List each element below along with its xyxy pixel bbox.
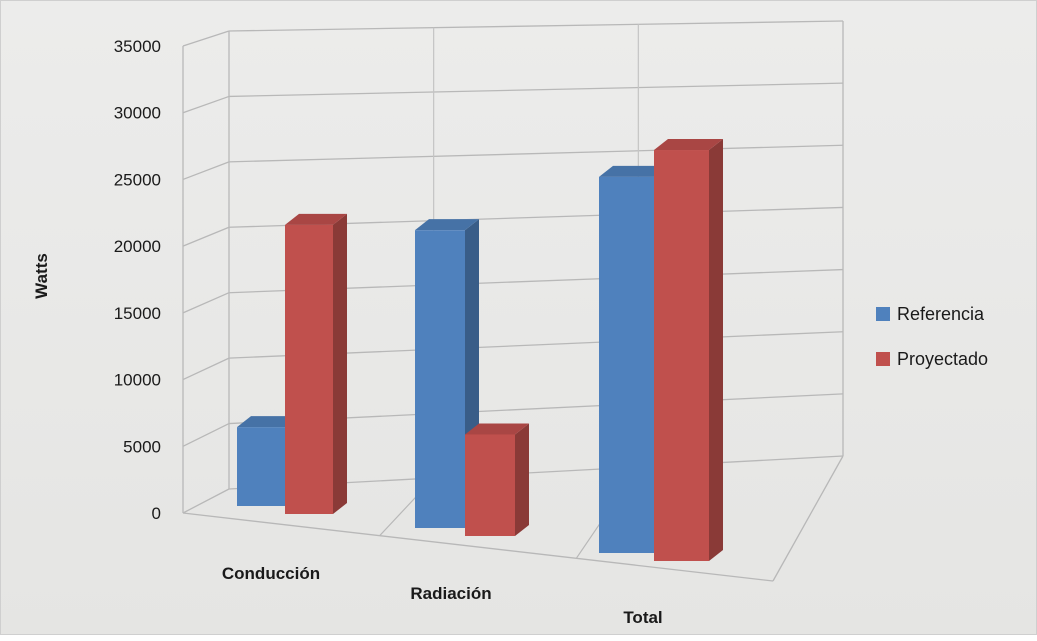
- bar-layer: [237, 139, 723, 561]
- legend-item: Proyectado: [876, 349, 988, 369]
- bar-top: [599, 165, 668, 177]
- side-gridline: [182, 30, 230, 47]
- side-gridline: [182, 292, 230, 314]
- bar-side: [333, 213, 347, 514]
- category-layer: Conducción Radiación Total: [222, 564, 663, 627]
- y-tick-label: 30000: [114, 104, 161, 123]
- legend-item: Referencia: [876, 304, 985, 324]
- legend-label: Referencia: [897, 304, 985, 324]
- y-tick-label: 0: [152, 504, 161, 523]
- y-tick-label: 15000: [114, 304, 161, 323]
- bar-top: [465, 423, 529, 435]
- bar-top: [415, 219, 479, 231]
- tick-layer: 0 5000 10000 15000 20000 25000 30000 35000: [114, 37, 161, 523]
- floor-edge: [772, 455, 844, 582]
- bar-top: [285, 213, 347, 225]
- bar: [654, 139, 723, 561]
- bar-front: [654, 150, 709, 561]
- category-label: Total: [623, 608, 662, 627]
- legend-swatch: [876, 352, 890, 366]
- y-tick-label: 5000: [123, 437, 161, 456]
- legend-label: Proyectado: [897, 349, 988, 369]
- bar-side: [515, 423, 529, 536]
- side-gridline: [182, 422, 230, 447]
- back-gridline: [228, 20, 844, 32]
- bar-side: [709, 139, 723, 561]
- category-label: Conducción: [222, 564, 320, 583]
- side-gridline: [182, 95, 230, 114]
- side-gridline: [182, 161, 230, 181]
- y-tick-label: 25000: [114, 170, 161, 189]
- y-tick-label: 35000: [114, 37, 161, 56]
- back-gridline: [228, 82, 844, 98]
- floor-edge: [182, 512, 774, 582]
- bar-top: [654, 139, 723, 151]
- category-label: Radiación: [410, 584, 491, 603]
- legend-swatch: [876, 307, 890, 321]
- y-tick-label: 10000: [114, 371, 161, 390]
- bar-front: [285, 224, 333, 514]
- side-gridline: [182, 357, 230, 381]
- bar-front: [415, 230, 465, 528]
- y-tick-label: 20000: [114, 237, 161, 256]
- bar: [465, 423, 529, 536]
- back-gridline: [228, 144, 844, 163]
- y-axis-title: Watts: [32, 253, 51, 299]
- bar: [415, 219, 479, 528]
- bar-front: [237, 427, 285, 506]
- bar-front: [599, 176, 654, 553]
- side-gridline: [182, 488, 230, 514]
- bar-front: [465, 434, 515, 536]
- legend: Referencia Proyectado: [876, 304, 988, 369]
- side-gridline: [182, 226, 230, 247]
- bar-top: [237, 416, 299, 428]
- bar: [285, 213, 347, 514]
